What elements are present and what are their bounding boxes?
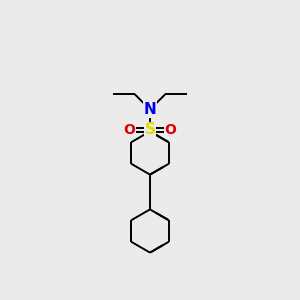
Text: O: O: [164, 123, 176, 137]
Text: N: N: [144, 102, 156, 117]
Text: S: S: [145, 122, 155, 137]
Text: O: O: [124, 123, 136, 137]
